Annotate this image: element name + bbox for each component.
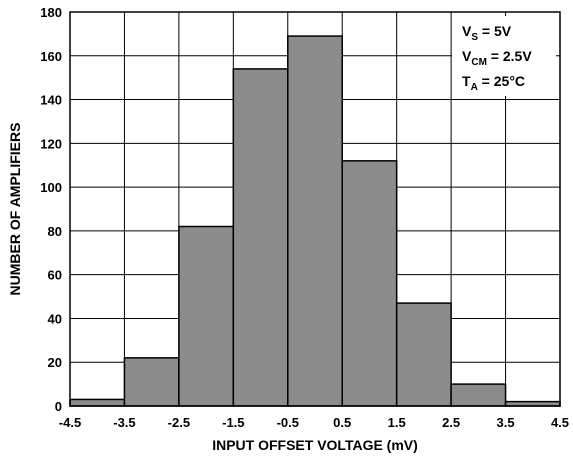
- test-condition: VCM = 2.5V: [462, 48, 532, 68]
- y-axis-label: NUMBER OF AMPLIFIERS: [7, 123, 23, 296]
- test-conditions: VS = 5V VCM = 2.5V TA = 25°C: [462, 23, 532, 93]
- histogram-bar: [123, 357, 180, 407]
- histogram-bar: [287, 35, 343, 407]
- x-tick-label: -2.5: [168, 415, 190, 430]
- x-tick-label: -4.5: [59, 415, 81, 430]
- x-axis-label: INPUT OFFSET VOLTAGE (mV): [212, 437, 418, 453]
- x-tick-labels: -4.5 -3.5 -2.5 -1.5 -0.5 0.5 1.5 2.5 3.5 4.5: [59, 415, 569, 430]
- y-tick-label: 60: [48, 268, 62, 283]
- test-condition: VS = 5V: [462, 23, 512, 43]
- histogram-bar: [178, 225, 235, 407]
- y-tick-label: 140: [40, 93, 62, 108]
- histogram-bar: [450, 383, 507, 407]
- histogram-bar: [69, 398, 126, 407]
- y-tick-label: 100: [40, 180, 62, 195]
- y-tick-label: 0: [55, 399, 62, 414]
- y-tick-label: 180: [40, 5, 62, 20]
- plot-frame: [69, 11, 561, 407]
- y-tick-label: 40: [48, 311, 62, 326]
- x-tick-label: 4.5: [551, 415, 569, 430]
- x-tick-label: -3.5: [113, 415, 135, 430]
- y-tick-label: 160: [40, 49, 62, 64]
- x-tick-label: -1.5: [222, 415, 244, 430]
- x-tick-label: 3.5: [497, 415, 515, 430]
- y-tick-label: 20: [48, 355, 62, 370]
- x-tick-label: 0.5: [333, 415, 351, 430]
- test-condition: TA = 25°C: [462, 73, 525, 93]
- y-tick-labels: 0 20 40 60 80 100 120 140 160 180: [40, 5, 62, 414]
- histogram-bar: [395, 302, 452, 407]
- x-tick-label: 1.5: [388, 415, 406, 430]
- y-tick-label: 120: [40, 136, 62, 151]
- histogram-bar: [232, 68, 289, 407]
- conditions-box-background: [452, 16, 556, 96]
- histogram-bar: [341, 160, 398, 407]
- x-tick-label: 2.5: [442, 415, 460, 430]
- x-tick-label: -0.5: [277, 415, 299, 430]
- y-tick-label: 80: [48, 224, 62, 239]
